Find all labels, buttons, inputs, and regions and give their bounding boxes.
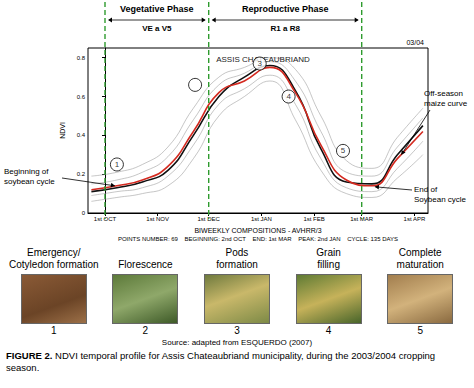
html-text:Complete: Complete <box>398 247 442 258</box>
svg-text:0.8: 0.8 <box>77 55 86 61</box>
svg-text:0.2: 0.2 <box>77 171 86 177</box>
html-text:Emergency/: Emergency/ <box>27 247 81 258</box>
svg-text:4: 4 <box>286 92 291 101</box>
svg-text:3: 3 <box>257 59 262 68</box>
svg-text:1st MAR: 1st MAR <box>350 216 374 222</box>
html-text:1: 1 <box>51 325 57 336</box>
svg-text:1st NOV: 1st NOV <box>146 216 169 222</box>
html-text:2: 2 <box>142 325 149 336</box>
svg-text:Vegetative Phase: Vegetative Phase <box>120 4 194 14</box>
svg-text:Soybean cycle: Soybean cycle <box>414 195 467 204</box>
svg-text:0.4: 0.4 <box>77 132 86 138</box>
html-text:formation: formation <box>216 259 258 270</box>
svg-text:Beginning of: Beginning of <box>4 167 49 176</box>
svg-text:POINTS NUMBER: 69 BEGINNING: POINTS NUMBER: 69 BEGINNING: 2nd OCT END… <box>118 236 398 242</box>
html-text:FIGURE 2. NDVI temporal profil: FIGURE 2. NDVI temporal profile for Assi… <box>6 350 436 373</box>
svg-text:R1 a R8: R1 a R8 <box>271 24 301 33</box>
html-text:3: 3 <box>234 325 240 336</box>
html-text:4: 4 <box>325 325 332 336</box>
svg-text:1st OCT: 1st OCT <box>93 216 117 222</box>
html-text:Pods: Pods <box>225 247 249 258</box>
svg-text:1: 1 <box>115 160 120 169</box>
html-text:Cotyledon formation: Cotyledon formation <box>9 259 99 270</box>
svg-text:1st APR: 1st APR <box>404 216 426 222</box>
svg-text:1st FEB: 1st FEB <box>303 216 324 222</box>
svg-text:NDVI: NDVI <box>59 122 66 139</box>
html-text:5: 5 <box>417 325 423 336</box>
svg-text:5: 5 <box>341 146 346 155</box>
svg-text:1st JAN: 1st JAN <box>251 216 272 222</box>
svg-text:VE a V5: VE a V5 <box>142 24 172 33</box>
html-text:filling: filling <box>317 259 340 270</box>
html-text:Florescence: Florescence <box>118 259 173 270</box>
svg-text:1st DEC: 1st DEC <box>197 216 220 222</box>
svg-text:soybean cycle: soybean cycle <box>4 177 55 186</box>
svg-text:ASSIS CHATEAUBRIAND: ASSIS CHATEAUBRIAND <box>216 54 310 64</box>
svg-text:Off-season: Off-season <box>424 89 463 98</box>
html-text:Grain: Grain <box>316 247 341 258</box>
svg-text:End of: End of <box>414 185 438 194</box>
svg-text:BIWEEKLY COMPOSITIONS - AVHRR/: BIWEEKLY COMPOSITIONS - AVHRR/3 <box>194 227 321 234</box>
svg-text:0: 0 <box>82 210 86 216</box>
svg-text:maize curve: maize curve <box>424 99 468 108</box>
svg-text:03/04: 03/04 <box>406 39 424 46</box>
svg-text:0.6: 0.6 <box>77 94 86 100</box>
html-text:maturation: maturation <box>396 259 444 270</box>
html-text:Source: adapted from ESQUERDO: Source: adapted from ESQUERDO (2007) <box>161 338 313 347</box>
svg-text:Reproductive Phase: Reproductive Phase <box>242 4 329 14</box>
